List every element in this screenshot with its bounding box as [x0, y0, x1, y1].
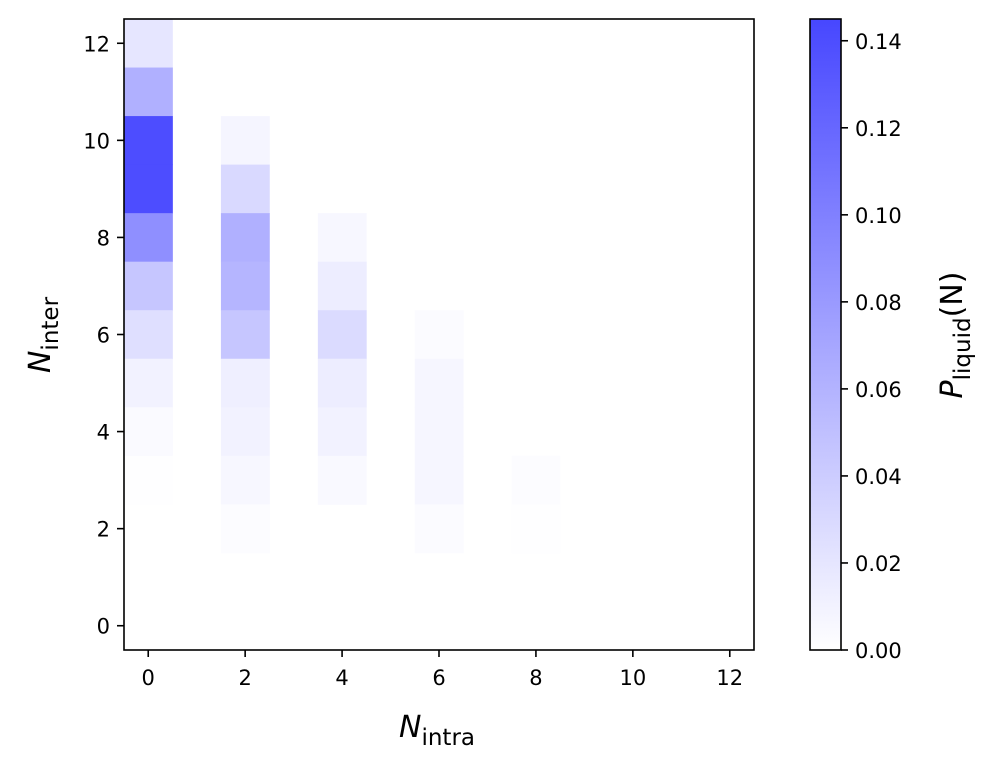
heatmap-cell	[124, 67, 173, 117]
y-tick-label: 12	[83, 32, 110, 56]
x-tick-label: 0	[142, 666, 155, 690]
colorbar-tick-label: 0.10	[855, 204, 902, 228]
heatmap-cell	[124, 455, 173, 505]
x-axis-title-main: N	[399, 710, 421, 745]
heatmap-cell	[220, 213, 270, 263]
y-tick-label: 2	[97, 518, 110, 542]
x-axis-title: Nintra	[399, 710, 475, 751]
colorbar-tick-label: 0.12	[855, 117, 902, 141]
heatmap-cell	[317, 455, 367, 505]
heatmap-cell	[124, 116, 173, 166]
heatmap-cell	[317, 310, 367, 360]
colorbar-ticks: 0.00 0.02 0.04 0.06 0.08 0.10 0.12 0.14	[841, 30, 902, 663]
heatmap-cell	[124, 310, 173, 360]
colorbar-title-main: P	[935, 379, 970, 398]
x-tick-label: 2	[238, 666, 251, 690]
heatmap-cell	[220, 455, 270, 505]
heatmap-cell	[220, 116, 270, 166]
x-tick-label: 12	[716, 666, 743, 690]
colorbar-tick-label: 0.04	[855, 465, 902, 489]
heatmap-cell	[124, 213, 173, 263]
y-tick-label: 8	[97, 226, 110, 250]
colorbar	[809, 18, 842, 651]
heatmap-cell	[414, 407, 464, 457]
heatmap-cell	[124, 261, 173, 311]
x-tick-label: 10	[619, 666, 646, 690]
y-tick-label: 6	[97, 324, 110, 348]
y-axis-title: Ninter	[23, 296, 64, 373]
x-axis-title-sub: intra	[421, 725, 475, 751]
heatmap-cell	[317, 261, 367, 311]
heatmap-cell	[220, 310, 270, 360]
colorbar-tick-label: 0.08	[855, 291, 902, 315]
heatmap-cell	[414, 310, 464, 360]
heatmap-cell	[124, 19, 173, 68]
colorbar-title-sub: liquid	[950, 317, 976, 380]
y-tick-label: 4	[97, 421, 110, 445]
colorbar-tick-label: 0.06	[855, 378, 902, 402]
heatmap-cell	[414, 358, 464, 408]
heatmap-cell	[124, 164, 173, 214]
colorbar-title-suffix: (N)	[935, 272, 970, 318]
colorbar-tick-label: 0.02	[855, 552, 902, 576]
heatmap-cell	[220, 407, 270, 457]
heatmap-cell	[317, 358, 367, 408]
heatmap-cell	[317, 213, 367, 263]
x-tick-label: 6	[432, 666, 445, 690]
heatmap-cell	[414, 504, 464, 554]
heatmap-cell	[220, 358, 270, 408]
heatmap-cell	[124, 407, 173, 457]
y-tick-label: 10	[83, 129, 110, 153]
heatmap-cell	[414, 455, 464, 505]
heatmap-cells	[124, 19, 561, 554]
heatmap-cell	[220, 504, 270, 554]
y-axis-title-main: N	[23, 351, 58, 373]
y-tick-label: 0	[97, 615, 110, 639]
heatmap-cell	[317, 407, 367, 457]
heatmap-cell	[124, 358, 173, 408]
heatmap-cell	[511, 455, 561, 505]
x-tick-label: 8	[529, 666, 542, 690]
y-axis-title-sub: inter	[38, 296, 64, 350]
colorbar-tick-label: 0.14	[855, 30, 902, 54]
heatmap-cell	[511, 504, 561, 554]
heatmap-cell	[220, 261, 270, 311]
x-axis-ticks: 0 2 4 6 8 10 12	[142, 650, 743, 690]
colorbar-tick-label: 0.00	[855, 639, 902, 663]
y-axis-ticks: 0 2 4 6 8 10 12	[83, 32, 124, 639]
x-tick-label: 4	[335, 666, 348, 690]
heatmap-cell	[220, 164, 270, 214]
colorbar-title: Pliquid(N)	[935, 272, 976, 399]
